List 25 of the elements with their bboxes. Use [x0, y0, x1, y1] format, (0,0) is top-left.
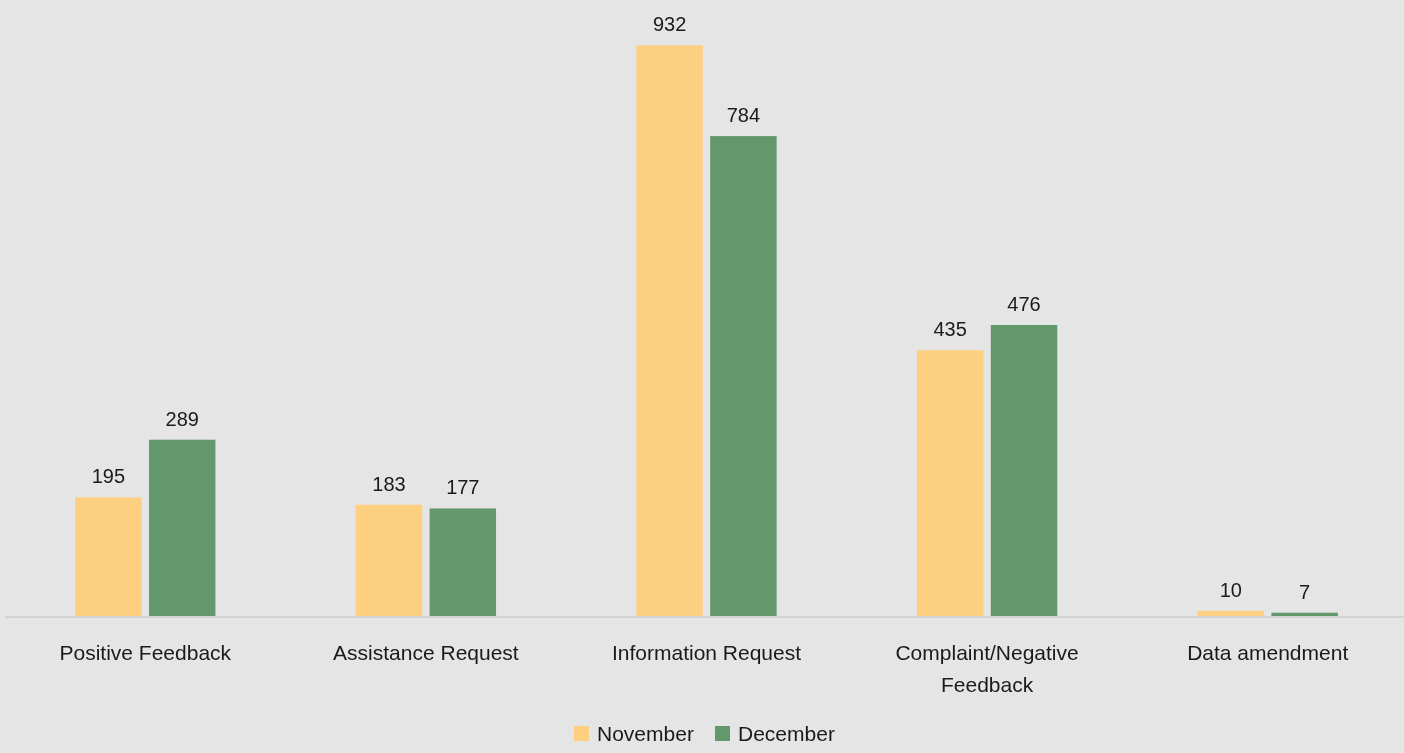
data-label: 177	[446, 476, 480, 499]
bar	[148, 439, 216, 617]
x-tick-label: Positive Feedback	[59, 641, 232, 664]
bar	[75, 497, 142, 617]
legend-label: November	[597, 722, 694, 745]
x-tick-label: Information Request	[611, 641, 802, 664]
data-label: 10	[1219, 578, 1242, 601]
data-label: 7	[1299, 580, 1311, 603]
x-tick-label: Complaint/Negative Feedback	[895, 641, 1079, 696]
data-label: 195	[91, 465, 126, 488]
bar	[355, 504, 423, 617]
legend-label: December	[738, 722, 835, 745]
data-label: 932	[652, 13, 687, 36]
data-label: 183	[372, 472, 406, 495]
bar	[636, 45, 703, 617]
data-label: 289	[165, 407, 199, 430]
bar	[916, 350, 984, 617]
x-tick-label: Data amendment	[1187, 641, 1349, 664]
data-label: 435	[933, 318, 967, 341]
data-label: 784	[726, 104, 761, 127]
bar	[710, 136, 777, 617]
data-label: 476	[1007, 293, 1041, 316]
bar	[990, 325, 1058, 617]
bar	[429, 508, 497, 617]
x-tick-label: Assistance Request	[333, 641, 519, 664]
